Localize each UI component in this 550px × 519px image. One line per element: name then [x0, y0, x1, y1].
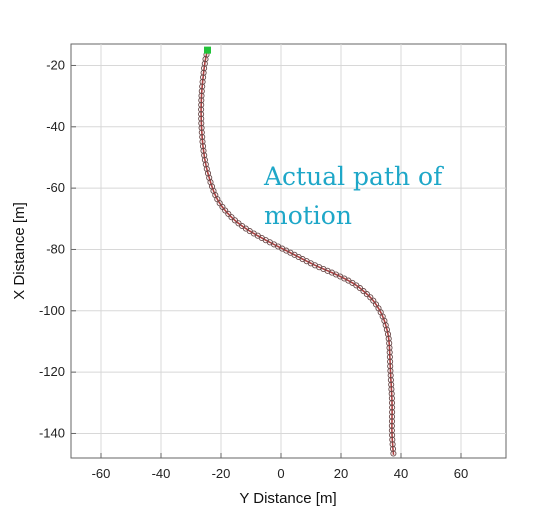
path-marker: [198, 124, 205, 131]
path-marker: [198, 106, 205, 113]
path-marker: [222, 207, 229, 214]
path-marker: [388, 418, 396, 425]
path-marker: [199, 138, 206, 145]
path-marker: [388, 390, 395, 397]
path-marker: [225, 210, 232, 217]
path-marker: [386, 344, 393, 351]
path-marker: [385, 335, 392, 342]
path-marker: [389, 404, 396, 411]
path-marker: [388, 395, 395, 402]
path-marker: [382, 322, 389, 329]
path-marker: [203, 165, 210, 172]
x-tick-label: 0: [277, 466, 284, 481]
path-marker: [198, 111, 205, 118]
path-marker: [388, 399, 396, 406]
x-tick-label: -40: [152, 466, 171, 481]
path-marker: [204, 170, 212, 177]
annotation-line-2: motion: [264, 201, 352, 230]
path-marker: [202, 56, 209, 63]
path-marker: [201, 65, 208, 72]
x-tick-labels: -60 -40 -20 0 20 40 60: [92, 466, 469, 481]
path-marker: [199, 143, 207, 150]
path-marker: [389, 409, 396, 416]
annotation-line-1: Actual path of: [263, 162, 444, 191]
path-marker: [388, 381, 395, 388]
path-marker: [198, 88, 205, 95]
y-tick-label: -80: [46, 241, 65, 256]
y-tick-label: -100: [39, 303, 65, 318]
path-marker: [388, 422, 395, 429]
path-marker: [386, 340, 393, 347]
y-tick-label: -60: [46, 180, 65, 195]
x-tick-label: 20: [334, 466, 348, 481]
path-marker: [200, 147, 207, 154]
tick-marks: [71, 64, 462, 458]
path-marker: [387, 363, 394, 370]
path-marker: [389, 432, 396, 439]
path-marker: [200, 74, 207, 81]
path-marker: [198, 92, 205, 99]
path-marker: [199, 83, 206, 90]
path-marker: [383, 326, 390, 333]
path-marker: [363, 291, 370, 298]
path-marker: [386, 349, 393, 356]
path-marker: [199, 133, 206, 141]
y-tick-label: -20: [46, 57, 65, 72]
path-marker: [387, 376, 394, 384]
y-axis-label: X Distance [m]: [11, 202, 28, 300]
path-marker: [207, 179, 214, 186]
path-marker: [384, 331, 392, 338]
x-tick-label: 60: [454, 466, 468, 481]
path-marker: [388, 386, 395, 393]
path-marker: [198, 101, 205, 108]
path-marker: [198, 115, 205, 122]
path-marker: [231, 217, 238, 224]
x-tick-label: -20: [212, 466, 231, 481]
x-tick-label: 40: [394, 466, 408, 481]
y-tick-label: -120: [39, 364, 65, 379]
path-marker: [202, 161, 209, 168]
path-marker: [387, 372, 394, 379]
path-markers: [198, 47, 397, 457]
path-marker: [389, 436, 396, 443]
path-marker: [201, 60, 208, 67]
y-tick-label: -140: [39, 425, 65, 440]
annotation-text: Actual path of motion: [263, 162, 450, 230]
path-marker: [387, 367, 394, 374]
path-marker: [388, 427, 395, 434]
gridlines: [71, 44, 506, 458]
path-marker: [201, 156, 208, 163]
path-marker: [199, 78, 206, 85]
path-marker: [388, 413, 396, 420]
path-marker: [386, 353, 393, 361]
start-marker: [204, 46, 211, 54]
path-marker: [356, 285, 364, 292]
path-marker: [198, 97, 205, 104]
path-marker: [381, 317, 388, 324]
path-marker: [200, 69, 207, 76]
y-tick-label: -40: [46, 119, 65, 134]
x-axis-label: Y Distance [m]: [239, 490, 336, 507]
path-marker: [228, 214, 235, 221]
path-marker: [198, 120, 205, 127]
path-marker: [367, 294, 374, 301]
y-tick-labels: -20 -40 -60 -80 -100 -120 -140: [39, 57, 65, 440]
path-marker: [198, 129, 205, 136]
path-marker: [390, 450, 397, 457]
path-marker: [201, 152, 208, 159]
path-marker: [360, 288, 367, 295]
path-marker: [389, 441, 396, 448]
x-tick-label: -60: [92, 466, 111, 481]
path-marker: [387, 358, 394, 365]
path-marker: [206, 174, 213, 181]
path-marker: [389, 445, 397, 452]
